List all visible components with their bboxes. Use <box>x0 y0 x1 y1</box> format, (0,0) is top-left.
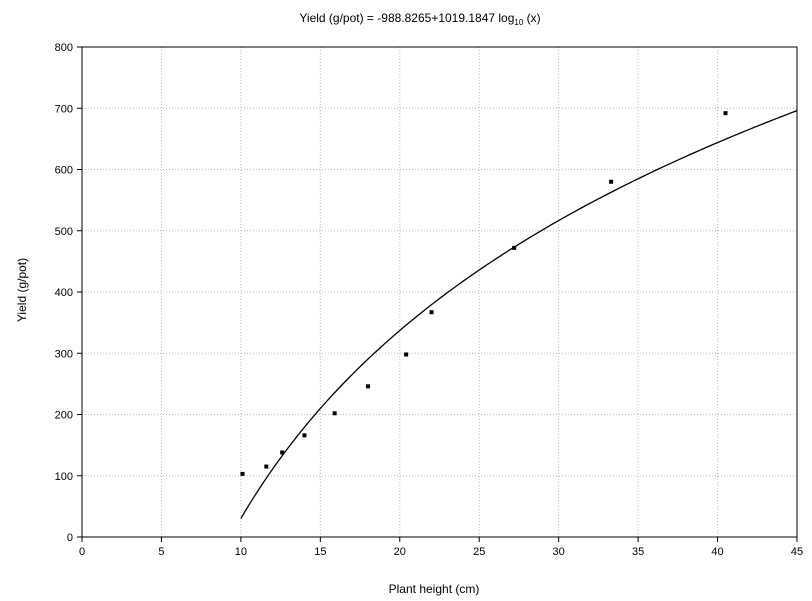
y-tick-label: 600 <box>55 165 73 177</box>
ticks: 0 5 10 15 20 25 30 35 40 45 0 100 200 300 400 500 600 700… <box>55 42 803 558</box>
x-tick-label: 30 <box>553 546 565 558</box>
x-tick-label: 20 <box>394 546 406 558</box>
chart-title: Yield (g/pot) = -988.8265+1019.1847 log1… <box>299 11 540 27</box>
x-axis-label: Plant height (cm) <box>389 582 480 596</box>
data-point <box>512 245 517 250</box>
data-point <box>609 179 614 184</box>
x-tick-label: 15 <box>314 546 326 558</box>
data-point <box>429 310 434 315</box>
x-tick-label: 35 <box>632 546 644 558</box>
y-tick-label: 100 <box>55 471 73 483</box>
grid <box>82 47 797 537</box>
y-tick-label: 0 <box>67 532 73 544</box>
x-tick-label: 0 <box>79 546 85 558</box>
data-point <box>302 433 307 438</box>
data-points <box>240 111 728 476</box>
y-axis-label: Yield (g/pot) <box>15 258 29 322</box>
data-point <box>366 384 370 389</box>
chart-title-prefix: Yield (g/pot) = -988.8265+1019.1847 log <box>299 11 514 25</box>
chart-title-suffix: (x) <box>523 11 540 25</box>
data-point <box>280 450 285 455</box>
y-tick-label: 800 <box>55 42 73 54</box>
data-point <box>723 111 728 116</box>
x-tick-label: 5 <box>158 546 164 558</box>
data-point <box>264 464 269 469</box>
fit-curve <box>240 110 798 519</box>
data-point <box>404 352 409 357</box>
y-tick-label: 300 <box>55 348 73 360</box>
x-tick-label: 25 <box>473 546 485 558</box>
x-tick-label: 40 <box>711 546 723 558</box>
y-tick-label: 400 <box>55 287 73 299</box>
y-tick-label: 200 <box>55 410 73 422</box>
data-point <box>240 471 245 476</box>
x-tick-label: 45 <box>791 546 803 558</box>
y-tick-label: 700 <box>55 103 73 115</box>
y-tick-label: 500 <box>55 226 73 238</box>
data-point <box>332 411 337 416</box>
chart-title-subscript: 10 <box>514 18 523 27</box>
x-tick-label: 10 <box>235 546 247 558</box>
